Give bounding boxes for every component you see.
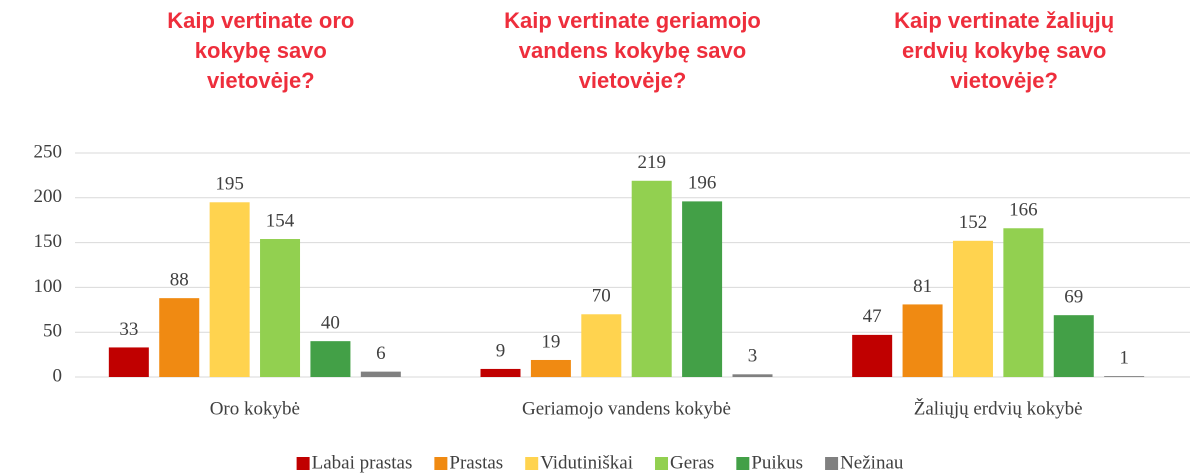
y-tick-label: 100 bbox=[34, 276, 63, 297]
chart-title: erdvių kokybę savo bbox=[902, 38, 1106, 63]
bar bbox=[260, 239, 301, 377]
chart-title: vietovėje? bbox=[950, 68, 1058, 93]
data-label: 195 bbox=[215, 174, 244, 195]
chart-title: vietovėje? bbox=[207, 68, 315, 93]
bar bbox=[1104, 376, 1145, 377]
data-label: 9 bbox=[496, 340, 506, 361]
bar bbox=[530, 359, 571, 377]
y-tick-label: 150 bbox=[34, 231, 63, 252]
data-label: 81 bbox=[913, 276, 932, 297]
chart-title: Kaip vertinate žaliųjų bbox=[894, 8, 1114, 33]
bar bbox=[581, 314, 622, 377]
bar bbox=[360, 371, 401, 377]
y-tick-label: 0 bbox=[53, 365, 63, 386]
data-label: 70 bbox=[592, 286, 611, 307]
legend-swatch bbox=[736, 457, 750, 470]
data-label: 19 bbox=[541, 331, 560, 352]
bar bbox=[952, 240, 993, 377]
data-label: 166 bbox=[1009, 200, 1038, 221]
legend-label: Vidutiniškai bbox=[540, 452, 633, 473]
chart-title: kokybę savo bbox=[195, 38, 327, 63]
bar bbox=[310, 341, 351, 377]
legend-label: Labai prastas bbox=[312, 452, 413, 473]
bar bbox=[209, 202, 250, 377]
chart-title: vandens kokybę savo bbox=[519, 38, 746, 63]
bar bbox=[159, 298, 200, 377]
legend-label: Prastas bbox=[449, 452, 503, 473]
legend-swatch bbox=[655, 457, 669, 470]
bar bbox=[852, 334, 893, 377]
bar bbox=[732, 374, 773, 377]
bar bbox=[1003, 228, 1044, 377]
bar bbox=[108, 347, 149, 377]
bar bbox=[902, 304, 943, 377]
chart-title: Kaip vertinate geriamojo bbox=[504, 8, 761, 33]
data-label: 196 bbox=[688, 173, 717, 194]
x-tick-label: Žaliųjų erdvių kokybė bbox=[914, 397, 1083, 419]
y-tick-label: 50 bbox=[43, 321, 62, 342]
chart-title: Kaip vertinate oro bbox=[167, 8, 354, 33]
bar bbox=[682, 201, 723, 377]
legend-swatch bbox=[434, 457, 448, 470]
chart-title: vietovėje? bbox=[579, 68, 687, 93]
y-tick-label: 250 bbox=[34, 141, 63, 162]
bar bbox=[1053, 315, 1094, 377]
legend-swatch bbox=[825, 457, 839, 470]
data-label: 47 bbox=[863, 306, 882, 327]
y-tick-label: 200 bbox=[34, 186, 63, 207]
legend-swatch bbox=[525, 457, 539, 470]
bar bbox=[480, 368, 521, 377]
data-label: 1 bbox=[1119, 347, 1129, 368]
data-label: 33 bbox=[119, 319, 138, 340]
data-label: 88 bbox=[170, 270, 189, 291]
legend-label: Nežinau bbox=[840, 452, 904, 473]
x-tick-label: Oro kokybė bbox=[210, 398, 300, 419]
bar bbox=[631, 180, 672, 377]
data-label: 152 bbox=[959, 212, 988, 233]
data-label: 6 bbox=[376, 343, 386, 364]
legend-swatch bbox=[296, 457, 310, 470]
data-label: 40 bbox=[321, 313, 340, 334]
legend-label: Puikus bbox=[751, 452, 803, 473]
legend-label: Geras bbox=[670, 452, 714, 473]
data-label: 3 bbox=[748, 346, 758, 367]
x-tick-label: Geriamojo vandens kokybė bbox=[522, 398, 731, 419]
data-label: 219 bbox=[637, 152, 666, 173]
data-label: 69 bbox=[1064, 287, 1083, 308]
data-label: 154 bbox=[266, 210, 295, 231]
